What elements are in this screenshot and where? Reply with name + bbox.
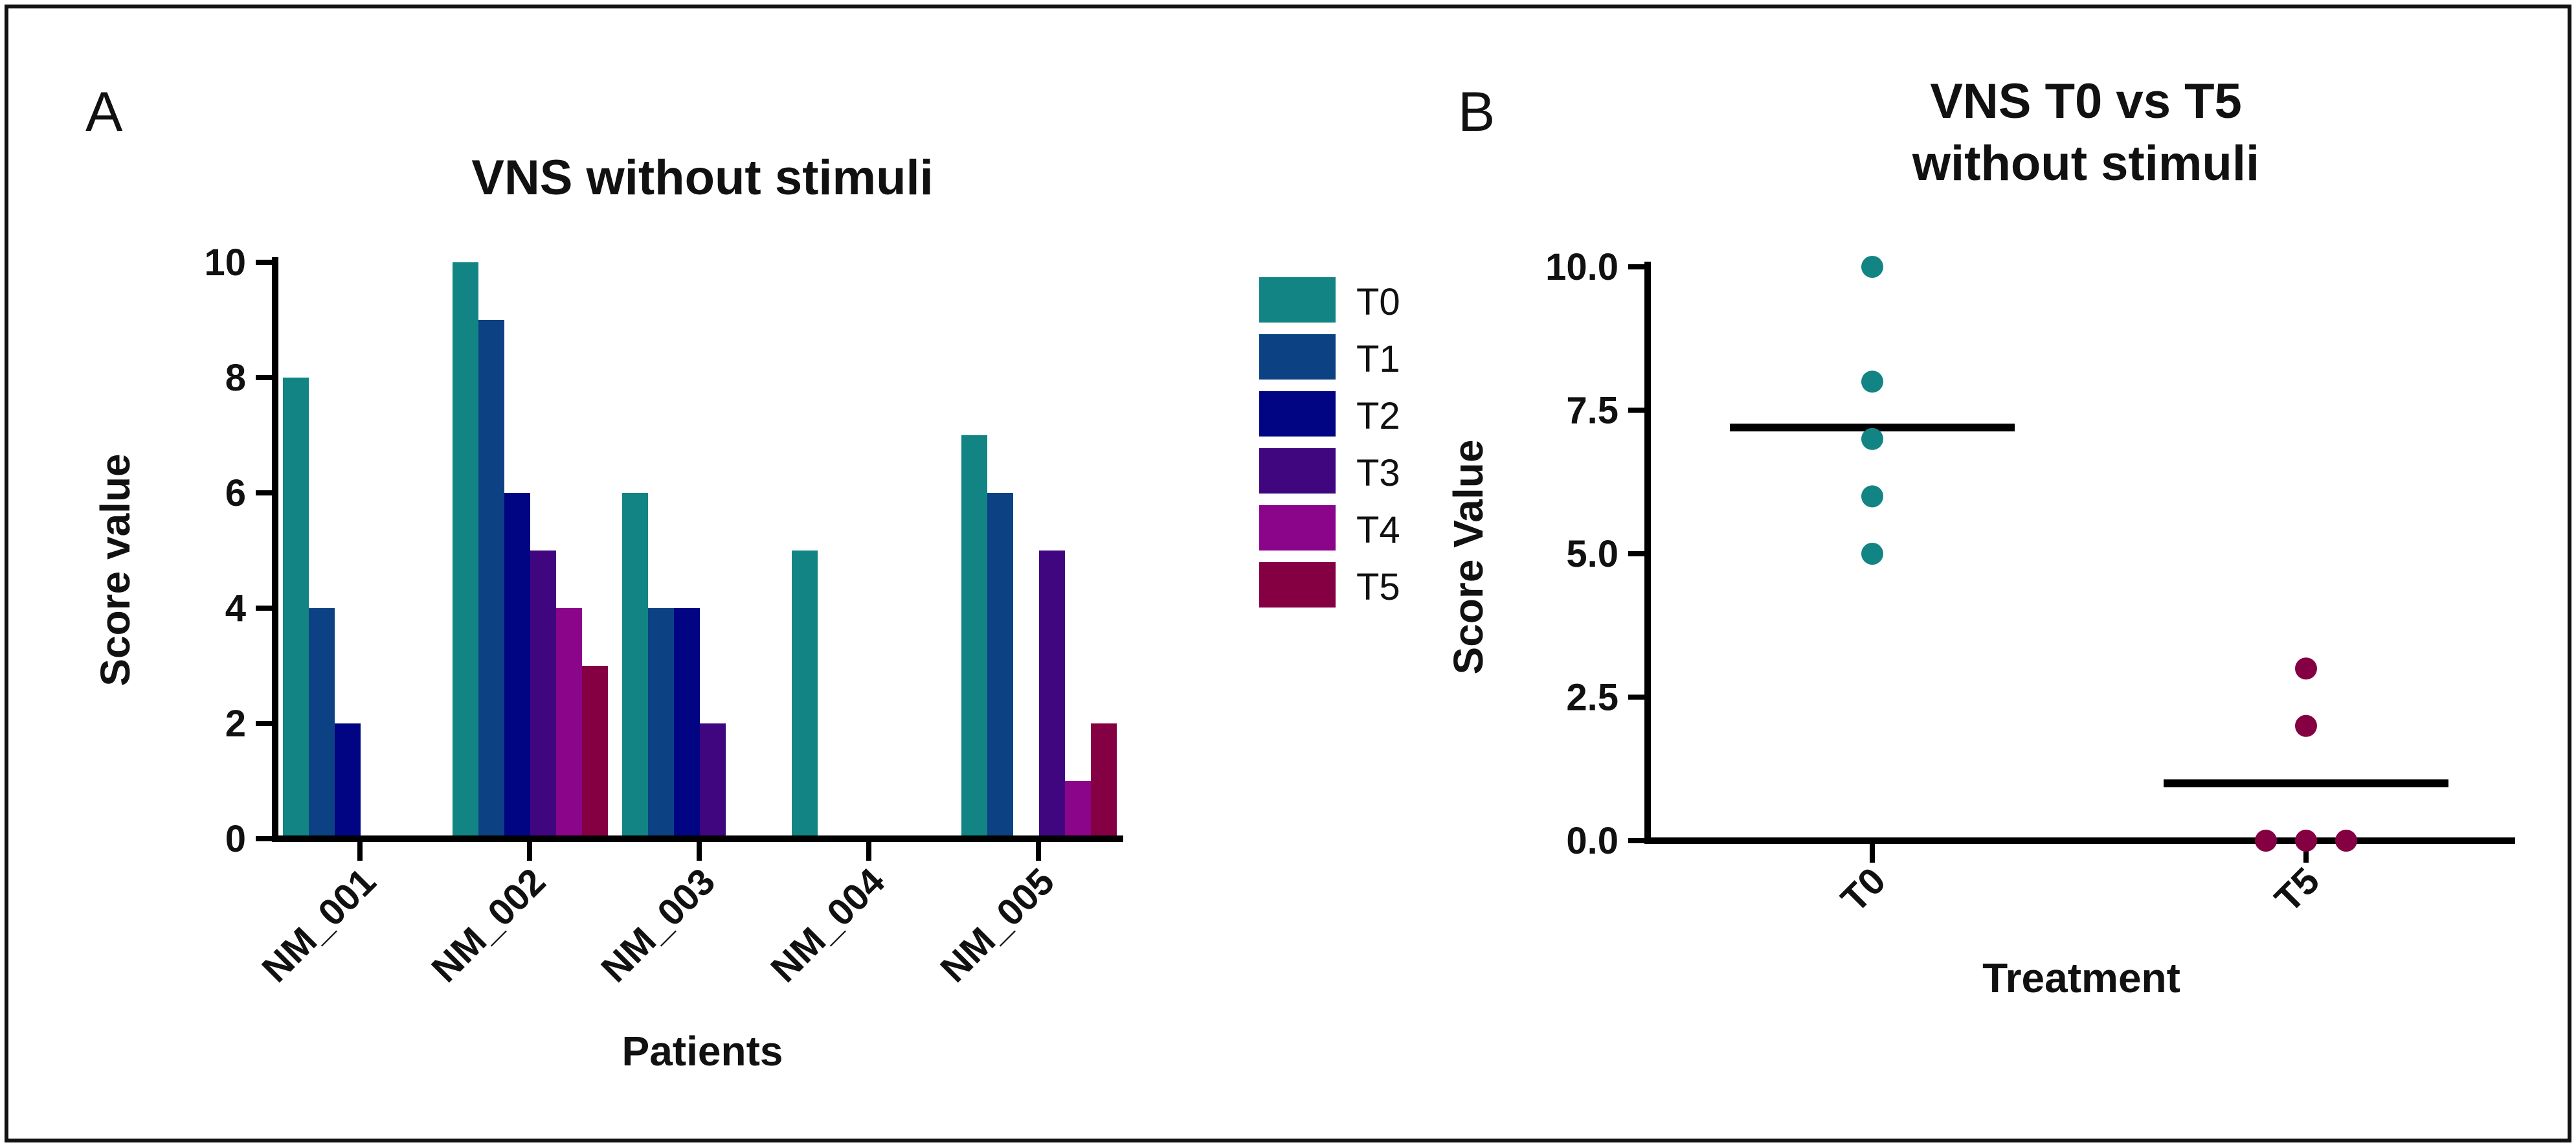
data-point-t5 bbox=[2335, 830, 2357, 852]
panel-b-y-axis-label: Score Value bbox=[1445, 440, 1492, 675]
data-point-t0 bbox=[1861, 427, 1883, 450]
y-tick-label: 2.5 bbox=[1566, 677, 1618, 719]
legend-label-t3: T3 bbox=[1356, 452, 1400, 494]
bar-nm_001-t0 bbox=[283, 378, 309, 839]
bar-nm_005-t5 bbox=[1091, 723, 1117, 839]
bar-nm_002-t5 bbox=[582, 666, 608, 839]
panel-a-x-ticks: NM_001 NM_002 NM_003 NM_004 NM_005 bbox=[254, 839, 1062, 990]
data-point-t5 bbox=[2295, 830, 2317, 852]
legend-swatch-t1 bbox=[1259, 334, 1336, 380]
panel-b-label: B bbox=[1458, 81, 1495, 143]
panel-b-medians bbox=[1730, 424, 2448, 788]
x-tick-label: T5 bbox=[2267, 859, 2327, 920]
legend-swatch-t2 bbox=[1259, 391, 1336, 437]
panel-a-y-axis-label: Score value bbox=[92, 453, 139, 686]
panel-a-bar-chart: A VNS without stimuli Score value Patien… bbox=[85, 81, 1400, 1074]
bar-nm_005-t0 bbox=[961, 435, 987, 839]
panel-a-x-axis-label: Patients bbox=[622, 1028, 783, 1074]
figure-frame bbox=[5, 5, 2571, 1142]
y-tick-label: 6 bbox=[225, 472, 246, 514]
panel-a-bars bbox=[283, 262, 1117, 839]
panel-a-label: A bbox=[85, 81, 123, 143]
bar-nm_004-t0 bbox=[792, 551, 818, 839]
x-tick-label: NM_005 bbox=[932, 860, 1062, 990]
panel-b-y-ticks: 0.0 2.5 5.0 7.5 10.0 bbox=[1545, 246, 1648, 862]
bar-nm_001-t2 bbox=[335, 723, 361, 839]
data-point-t5 bbox=[2255, 830, 2277, 852]
legend-swatch-t5 bbox=[1259, 562, 1336, 608]
data-point-t5 bbox=[2295, 714, 2317, 737]
panel-b-title-line-2: without stimuli bbox=[1912, 136, 2259, 191]
y-tick-label: 0 bbox=[225, 818, 246, 860]
legend-swatch-t4 bbox=[1259, 505, 1336, 551]
data-point-t5 bbox=[2295, 657, 2317, 680]
bar-nm_005-t3 bbox=[1039, 551, 1065, 839]
legend-label-t0: T0 bbox=[1356, 281, 1400, 323]
panel-a-y-ticks: 0 2 4 6 8 10 bbox=[204, 242, 275, 860]
x-tick-label: NM_001 bbox=[254, 860, 384, 990]
y-tick-label: 10.0 bbox=[1545, 246, 1618, 288]
bar-nm_002-t4 bbox=[556, 608, 582, 839]
panel-b-axes bbox=[1644, 262, 2515, 844]
bar-nm_003-t0 bbox=[622, 493, 648, 839]
x-tick-label: T0 bbox=[1833, 859, 1894, 920]
bar-nm_001-t1 bbox=[309, 608, 335, 839]
legend-label-t5: T5 bbox=[1356, 566, 1400, 608]
legend-label-t4: T4 bbox=[1356, 509, 1400, 551]
y-tick-label: 5.0 bbox=[1566, 533, 1618, 575]
bar-nm_002-t1 bbox=[478, 320, 504, 839]
panel-a-title: VNS without stimuli bbox=[471, 150, 934, 205]
bar-nm_005-t1 bbox=[987, 493, 1013, 839]
y-tick-label: 10 bbox=[204, 242, 246, 284]
y-tick-label: 0.0 bbox=[1566, 820, 1618, 862]
bar-nm_002-t0 bbox=[453, 262, 478, 839]
panel-b-points bbox=[1861, 256, 2357, 852]
data-point-t0 bbox=[1861, 543, 1883, 565]
panel-b-x-ticks: T0 T5 bbox=[1833, 841, 2327, 920]
y-tick-label: 7.5 bbox=[1566, 390, 1618, 432]
legend-label-t2: T2 bbox=[1356, 395, 1400, 437]
bar-nm_003-t1 bbox=[648, 608, 674, 839]
panel-b-title-line-1: VNS T0 vs T5 bbox=[1930, 74, 2242, 129]
legend-label-t1: T1 bbox=[1356, 338, 1400, 380]
bar-nm_003-t3 bbox=[700, 723, 726, 839]
x-tick-label: NM_003 bbox=[593, 860, 723, 990]
panel-b-x-axis-label: Treatment bbox=[1982, 955, 2180, 1001]
bar-nm_002-t3 bbox=[530, 551, 556, 839]
y-tick-label: 8 bbox=[225, 357, 246, 399]
y-tick-label: 4 bbox=[225, 587, 246, 630]
data-point-t0 bbox=[1861, 370, 1883, 393]
bar-nm_005-t4 bbox=[1065, 781, 1091, 839]
panel-b-scatter-chart: B VNS T0 vs T5 without stimuli Score Val… bbox=[1445, 74, 2515, 1001]
x-tick-label: NM_002 bbox=[423, 860, 554, 990]
data-point-t0 bbox=[1861, 256, 1883, 278]
legend-swatch-t3 bbox=[1259, 448, 1336, 494]
panel-a-legend: T0 T1 T2 T3 T4 T5 bbox=[1259, 277, 1400, 608]
bar-nm_003-t2 bbox=[674, 608, 700, 839]
x-tick-label: NM_004 bbox=[763, 860, 893, 990]
legend-swatch-t0 bbox=[1259, 277, 1336, 323]
data-point-t0 bbox=[1861, 485, 1883, 508]
y-tick-label: 2 bbox=[225, 703, 246, 745]
bar-nm_002-t2 bbox=[504, 493, 530, 839]
